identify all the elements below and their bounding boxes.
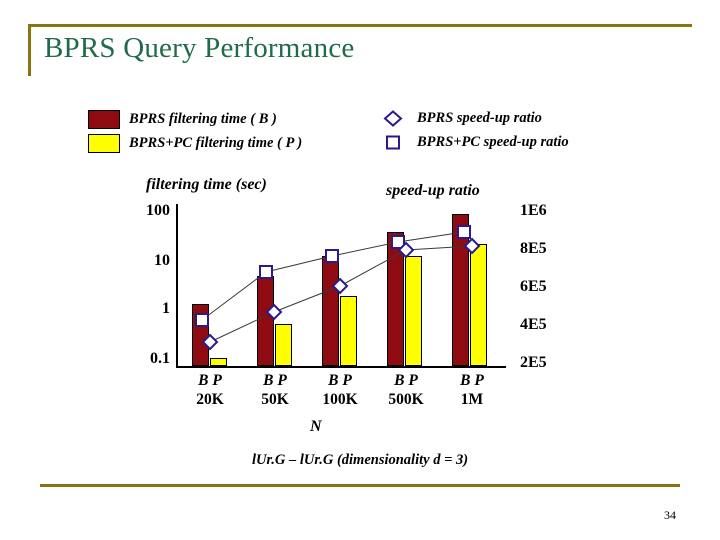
legend-item-bprs-filtering-time: BPRS filtering time ( B ) xyxy=(88,110,277,129)
bar-p-500k xyxy=(405,256,422,366)
bar-b-50k xyxy=(257,276,274,366)
x-tick-n: 1M xyxy=(460,391,484,408)
slide-top-rule xyxy=(28,24,692,27)
y-tick-right-2e5: 2E5 xyxy=(520,354,547,371)
x-group-1m: B P 1M xyxy=(438,372,506,409)
x-axis-line xyxy=(176,366,506,368)
legend-item-bprs-pc-filtering-time: BPRS+PC filtering time ( P ) xyxy=(88,134,302,153)
y-axis-line xyxy=(176,204,178,368)
y-tick-left-100: 100 xyxy=(146,202,170,219)
square-marker-icon xyxy=(378,134,408,151)
x-group-100k: B P 100K xyxy=(306,372,374,409)
bar-b-1m xyxy=(452,214,469,366)
diamond-marker-icon xyxy=(378,110,408,127)
legend-item-label: BPRS speed-up ratio xyxy=(417,110,542,126)
y-tick-left-0.1: 0.1 xyxy=(150,350,170,367)
legend-item-bprs-speedup-ratio: BPRS speed-up ratio xyxy=(378,110,542,127)
dark-red-swatch xyxy=(88,110,120,129)
x-axis-title: N xyxy=(310,418,322,435)
x-group-50k: B P 50K xyxy=(241,372,309,409)
x-group-500k: B P 500K xyxy=(372,372,440,409)
y-tick-right-8e5: 8E5 xyxy=(520,240,547,257)
x-tick-labels: B P 20K B P 50K B P 100K B P 500K B P 1M xyxy=(176,372,506,416)
bar-p-50k xyxy=(275,324,292,366)
yellow-swatch xyxy=(88,134,120,153)
figure-caption: lUr.G – lUr.G (dimensionality d = 3) xyxy=(251,452,469,468)
x-tick-n: 50K xyxy=(261,391,289,408)
y-tick-left-1: 1 xyxy=(162,300,170,317)
x-tick-bp: B P xyxy=(263,372,287,389)
x-tick-n: 20K xyxy=(196,391,224,408)
x-tick-bp: B P xyxy=(328,372,352,389)
y-tick-right-4e5: 4E5 xyxy=(520,316,547,333)
legend-item-label: BPRS+PC speed-up ratio xyxy=(417,134,569,150)
x-tick-bp: B P xyxy=(460,372,484,389)
bar-p-1m xyxy=(470,244,487,366)
bar-b-20k xyxy=(192,304,209,366)
legend-item-label: BPRS+PC filtering time ( P ) xyxy=(129,135,303,151)
bprs-query-performance-chart: filtering time (sec) speed-up ratio 100 … xyxy=(120,176,640,435)
y-tick-right-1e6: 1E6 xyxy=(520,202,547,219)
x-group-20k: B P 20K xyxy=(176,372,244,409)
y-tick-right-6e5: 6E5 xyxy=(520,278,547,295)
page-title: BPRS Query Performance xyxy=(44,32,355,64)
bar-b-500k xyxy=(387,232,404,366)
x-tick-bp: B P xyxy=(394,372,418,389)
x-tick-n: 500K xyxy=(388,391,424,408)
legend-item-label: BPRS filtering time ( B ) xyxy=(129,111,277,127)
x-tick-n: 100K xyxy=(322,391,358,408)
y-axis-title-right: speed-up ratio xyxy=(386,182,480,199)
page-number: 34 xyxy=(664,508,676,522)
chart-legend: BPRS filtering time ( B ) BPRS+PC filter… xyxy=(88,108,648,162)
y-axis-title-left: filtering time (sec) xyxy=(146,176,267,193)
x-tick-bp: B P xyxy=(198,372,222,389)
slide-bottom-rule xyxy=(40,484,680,487)
legend-item-bprs-pc-speedup-ratio: BPRS+PC speed-up ratio xyxy=(378,134,569,151)
bar-p-20k xyxy=(210,358,227,366)
bar-p-100k xyxy=(340,296,357,366)
plot-area xyxy=(176,204,506,368)
slide-left-rule xyxy=(28,24,31,76)
y-tick-left-10: 10 xyxy=(154,252,170,269)
bar-b-100k xyxy=(322,256,339,366)
